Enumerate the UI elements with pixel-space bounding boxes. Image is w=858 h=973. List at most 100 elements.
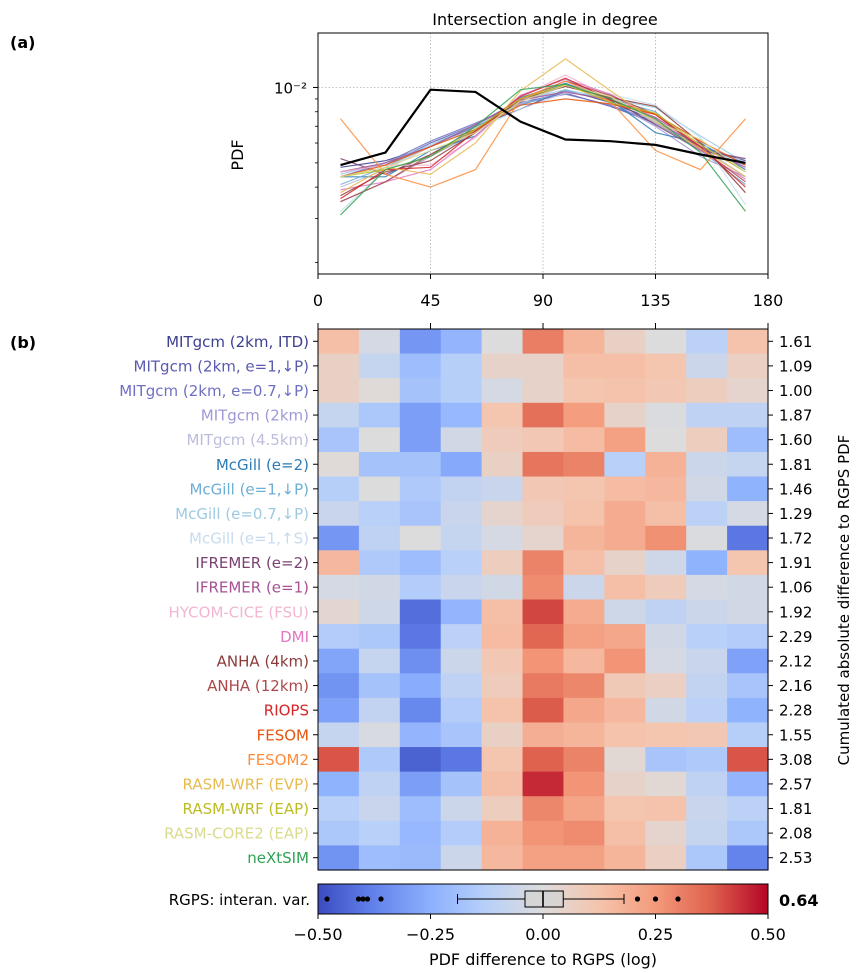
- heatmap-cell: [440, 378, 483, 404]
- heatmap-cell: [645, 550, 687, 576]
- row-total: 1.00: [779, 382, 812, 400]
- heatmap-cell: [604, 624, 646, 650]
- heatmap-cell: [481, 329, 524, 355]
- colorbar-xlabel: PDF difference to RGPS (log): [429, 950, 657, 969]
- row-total: 1.46: [779, 480, 812, 498]
- row-label: MITgcm (4.5km): [186, 431, 309, 449]
- heatmap-cell: [686, 771, 728, 797]
- heatmap-cell: [481, 353, 524, 379]
- heatmap-cell: [522, 771, 565, 797]
- heatmap-cell: [481, 771, 524, 797]
- heatmap-cell: [358, 427, 401, 453]
- colorbar: RGPS: interan. var. 0.64 −0.50 −0.25 0.00 0…: [169, 883, 818, 969]
- heatmap-cell: [399, 501, 442, 527]
- heatmap-cell: [440, 402, 483, 428]
- heatmap-cell: [318, 501, 360, 527]
- heatmap-cell: [522, 722, 565, 748]
- model-line-13: [340, 85, 746, 197]
- line-plot-ylabel: PDF: [228, 139, 247, 170]
- row-label: RASM-CORE2 (EAP): [164, 825, 309, 843]
- heatmap-cell: [399, 673, 442, 699]
- row-total: 1.55: [779, 726, 812, 744]
- colorbar-tick-label-2: 0.00: [525, 925, 561, 944]
- rgps-line: [340, 88, 746, 167]
- heatmap-cell: [727, 624, 769, 650]
- interannual-value: 0.64: [779, 891, 818, 910]
- heatmap-cell: [440, 501, 483, 527]
- heatmap-cell: [481, 574, 524, 601]
- heatmap-cell: [727, 378, 769, 404]
- heatmap-cell: [440, 599, 483, 625]
- heatmap-cell: [563, 451, 605, 478]
- heatmap-cell: [318, 796, 360, 822]
- heatmap-cell: [686, 501, 728, 527]
- heatmap-cell: [399, 402, 442, 428]
- row-label: MITgcm (2km, e=0.7,↓P): [119, 382, 309, 400]
- heatmap-cell: [727, 845, 769, 871]
- heatmap-cell: [645, 476, 687, 502]
- row-label: FESOM2: [247, 751, 309, 769]
- heatmap-cell: [399, 525, 442, 551]
- row-label: McGill (e=2): [216, 456, 309, 474]
- model-line-20: [340, 84, 746, 178]
- heatmap-cell: [604, 402, 646, 428]
- x-tick-label-2: 90: [533, 291, 553, 310]
- row-total: 2.16: [779, 677, 812, 695]
- heatmap-cell: [318, 697, 360, 724]
- heatmap-cell: [604, 451, 646, 478]
- heatmap-cell: [645, 525, 687, 551]
- heatmap-cell: [727, 574, 769, 601]
- heatmap-cell: [522, 353, 565, 379]
- heatmap-cell: [399, 378, 442, 404]
- heatmap-cell: [399, 574, 442, 601]
- row-total: 1.87: [779, 407, 812, 425]
- row-label: ANHA (4km): [217, 652, 309, 670]
- heatmap-cell: [727, 476, 769, 502]
- model-line-17: [340, 80, 746, 188]
- x-tick-label-3: 135: [640, 291, 671, 310]
- row-total: 1.81: [779, 456, 812, 474]
- heatmap-cell: [399, 599, 442, 625]
- heatmap-cell: [727, 820, 769, 847]
- heatmap-cell: [604, 329, 646, 355]
- heatmap-cell: [481, 402, 524, 428]
- heatmap-cell: [645, 402, 687, 428]
- heatmap-cell: [563, 796, 605, 822]
- heatmap-cell: [481, 525, 524, 551]
- heatmap-cell: [522, 747, 565, 773]
- heatmap-cell: [686, 820, 728, 847]
- heatmap-cell: [318, 550, 360, 576]
- heatmap-cell: [399, 747, 442, 773]
- row-label: neXtSIM: [247, 849, 309, 867]
- heatmap-cell: [686, 648, 728, 674]
- heatmap-cell: [522, 796, 565, 822]
- heatmap-cell: [604, 599, 646, 625]
- heatmap-cell: [522, 648, 565, 674]
- heatmap-cell: [604, 747, 646, 773]
- heatmap-cell: [522, 550, 565, 576]
- heatmap-cell: [522, 329, 565, 355]
- heatmap-cell: [645, 697, 687, 724]
- heatmap-cell: [604, 697, 646, 724]
- boxplot-outlier: [378, 896, 384, 902]
- heatmap-cell: [686, 845, 728, 871]
- heatmap-cell: [727, 771, 769, 797]
- heatmap-cell: [481, 845, 524, 871]
- colorbar-tick-label-0: −0.50: [293, 925, 342, 944]
- difference-heatmap: MITgcm (2km, ITD) 1.61 MITgcm (2km, e=1,↓P…: [119, 328, 853, 871]
- heatmap-cell: [686, 476, 728, 502]
- heatmap-cell: [399, 771, 442, 797]
- heatmap-cell: [686, 624, 728, 650]
- heatmap-cell: [399, 353, 442, 379]
- row-label: HYCOM-CICE (FSU): [169, 603, 309, 621]
- heatmap-cell: [318, 673, 360, 699]
- heatmap-cell: [686, 574, 728, 601]
- heatmap-cell: [481, 796, 524, 822]
- heatmap-cell: [481, 599, 524, 625]
- row-total: 1.60: [779, 431, 812, 449]
- heatmap-cell: [645, 574, 687, 601]
- row-label: McGill (e=0.7,↓P): [175, 505, 309, 523]
- row-label: McGill (e=1,↓P): [189, 480, 309, 498]
- heatmap-cell: [563, 771, 605, 797]
- heatmap-cell: [440, 525, 483, 551]
